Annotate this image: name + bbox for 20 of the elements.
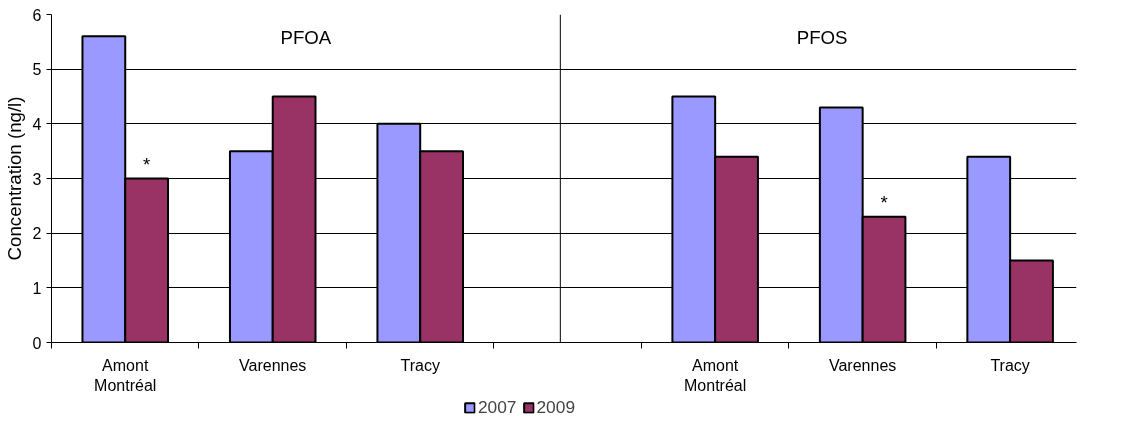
y-tick-label: 3: [32, 170, 42, 188]
x-tick-label: Tracy: [400, 356, 440, 374]
y-tick-label: 5: [32, 61, 42, 79]
annotation: PFOA: [280, 26, 332, 48]
x-tick-label: Amont Montréal: [94, 356, 157, 394]
y-tick-label: 4: [32, 115, 42, 133]
x-tick-label: Tracy: [990, 356, 1030, 374]
x-tick-label: Amont Montréal: [684, 356, 747, 394]
legend-label: 2009: [536, 396, 576, 418]
legend-label: 2007: [477, 396, 517, 418]
x-tick-label: Varennes: [239, 356, 307, 374]
data-label: *: [880, 191, 888, 213]
data-label: *: [143, 153, 151, 175]
y-tick-label: 6: [32, 6, 42, 24]
x-tick-label: Varennes: [829, 356, 897, 374]
y-axis-title: Concentration (ng/l): [3, 96, 25, 261]
y-tick-label: 0: [32, 334, 42, 352]
y-tick-label: 1: [32, 279, 42, 297]
annotation: PFOS: [796, 26, 848, 48]
y-tick-label: 2: [32, 225, 42, 243]
